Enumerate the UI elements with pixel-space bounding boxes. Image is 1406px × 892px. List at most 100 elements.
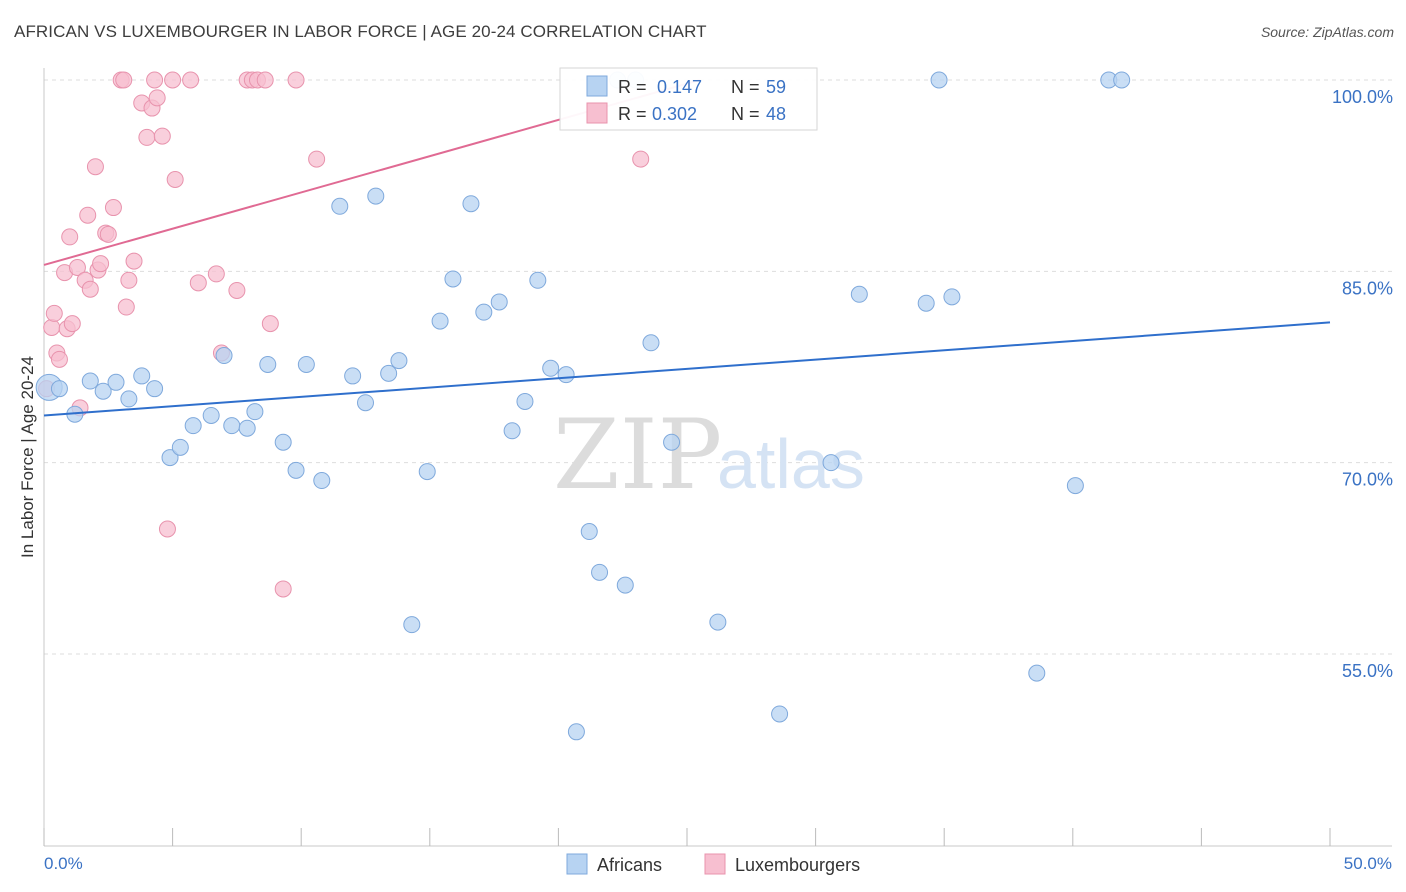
legend-africans-label: Africans [597, 855, 662, 875]
luxembourger-point [228, 281, 246, 299]
luxembourger-point [63, 315, 81, 333]
african-point [943, 288, 961, 306]
y-axis-label: In Labor Force | Age 20-24 [18, 356, 37, 558]
luxembourger-point [117, 298, 135, 316]
chart-title: AFRICAN VS LUXEMBOURGER IN LABOR FORCE |… [14, 22, 707, 41]
luxembourger-point [92, 255, 110, 273]
african-point [50, 380, 68, 398]
african-point [259, 355, 277, 373]
african-point [475, 303, 493, 321]
luxembourger-point [153, 127, 171, 145]
stats-africans-n-label: N = [731, 77, 760, 97]
luxembourger-point [182, 71, 200, 89]
luxembourger-point [274, 580, 292, 598]
y-tick-label: 55.0% [1342, 661, 1393, 681]
x-tick-label-min: 0.0% [44, 854, 83, 873]
stats-africans-r-label: R = [618, 77, 647, 97]
luxembourger-point [50, 350, 68, 368]
source-label: Source: ZipAtlas.com [1260, 24, 1394, 40]
stats-box: R = 0.147 N = 59 R = 0.302 N = 48 [559, 67, 818, 131]
luxembourger-point [99, 225, 117, 243]
stats-lux-r-value: 0.302 [652, 104, 697, 124]
african-point [503, 422, 521, 440]
african-point [1028, 664, 1046, 682]
luxembourger-point [120, 271, 138, 289]
luxembourger-point [166, 170, 184, 188]
african-point [331, 197, 349, 215]
african-point [202, 406, 220, 424]
african-point [367, 187, 385, 205]
luxembourger-point [256, 71, 274, 89]
african-point [1066, 477, 1084, 495]
legend-africans-swatch [566, 853, 588, 875]
african-point [709, 613, 727, 631]
african-point [390, 352, 408, 370]
african-point [297, 355, 315, 373]
african-point [215, 347, 233, 365]
luxembourgers-points [38, 71, 650, 598]
luxembourger-point [148, 89, 166, 107]
african-point [161, 449, 179, 467]
african-point [313, 472, 331, 490]
african-point [616, 576, 634, 594]
legend-luxembourgers-swatch [704, 853, 726, 875]
stats-lux-n-value: 48 [766, 104, 786, 124]
african-point [171, 438, 189, 456]
african-point [591, 563, 609, 581]
luxembourger-point [164, 71, 182, 89]
luxembourger-point [632, 150, 650, 168]
african-point [246, 403, 264, 421]
african-point [94, 382, 112, 400]
african-point [557, 366, 575, 384]
watermark-atlas: atlas [717, 425, 865, 503]
african-point [357, 394, 374, 412]
african-point [274, 433, 292, 451]
luxembourger-point [61, 228, 79, 246]
y-tick-label: 70.0% [1342, 470, 1393, 490]
african-point [771, 705, 789, 723]
luxembourger-point [261, 315, 279, 333]
luxembourger-point [138, 128, 156, 146]
african-point [1113, 71, 1131, 89]
african-point [567, 723, 585, 741]
african-point [444, 270, 462, 288]
luxembourger-point [68, 259, 86, 277]
african-point [107, 373, 125, 391]
african-point [418, 463, 436, 481]
stats-lux-r-label: R = [618, 104, 647, 124]
african-point [344, 367, 362, 385]
luxembourger-point [158, 520, 176, 538]
african-point [663, 433, 681, 451]
bottom-legend: Africans Luxembourgers [566, 853, 860, 875]
african-point [529, 271, 547, 289]
african-point [184, 417, 202, 435]
luxembourger-point [115, 71, 133, 89]
african-point [930, 71, 948, 89]
african-point [133, 367, 151, 385]
stats-africans-n-value: 59 [766, 77, 786, 97]
african-point [850, 285, 868, 303]
luxembourger-point [189, 274, 207, 292]
luxembourger-point [86, 158, 104, 176]
african-point [580, 523, 598, 541]
luxembourger-point [287, 71, 305, 89]
y-tick-labels: 55.0% 70.0% 85.0% 100.0% [1332, 87, 1393, 681]
african-point [516, 392, 534, 410]
luxembourger-point [43, 318, 61, 336]
african-point [431, 312, 449, 330]
african-point [146, 380, 164, 398]
african-point [223, 417, 241, 435]
watermark-zip: ZIP [553, 399, 722, 511]
y-tick-label: 100.0% [1332, 87, 1393, 107]
luxembourger-point [308, 150, 326, 168]
african-point [403, 616, 421, 634]
y-tick-label: 85.0% [1342, 278, 1393, 298]
x-tick-label-max: 50.0% [1344, 854, 1392, 873]
african-point [490, 293, 508, 311]
stats-lux-swatch [586, 102, 608, 124]
luxembourger-point [81, 280, 99, 298]
african-point [238, 419, 256, 437]
african-point [642, 334, 660, 352]
african-point [542, 359, 560, 377]
